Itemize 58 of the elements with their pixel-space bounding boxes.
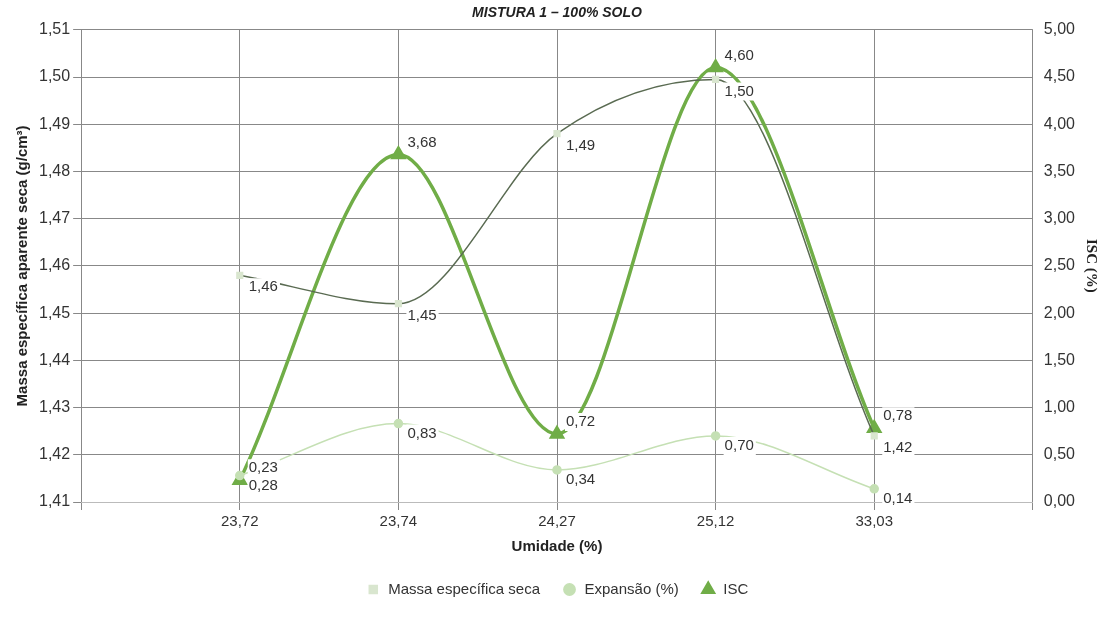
y2-tick-label: 1,50 <box>1043 350 1076 368</box>
y-tick-label: 1,46 <box>39 256 71 274</box>
y-tick-label: 1,45 <box>39 303 71 321</box>
point <box>552 465 562 475</box>
y-tick-label: 1,44 <box>39 350 71 368</box>
data-label: 0,78 <box>883 406 913 424</box>
y2-tick-label: 3,00 <box>1043 209 1076 227</box>
data-label: 0,72 <box>566 412 596 430</box>
legend-label: Expansão (%) <box>584 579 679 597</box>
y-tick-label: 1,43 <box>39 397 71 415</box>
data-label: 0,34 <box>566 470 596 488</box>
data-label: 1,46 <box>248 277 278 295</box>
y2-tick-label: 0,50 <box>1043 445 1076 463</box>
y-tick-label: 1,41 <box>39 492 71 510</box>
x-axis-title: Umidade (%) <box>511 537 603 555</box>
data-label: 0,14 <box>883 488 913 506</box>
data-label: 1,50 <box>724 81 754 99</box>
y-axis-title: Massa específica aparente seca (g/cm³) <box>13 125 31 407</box>
x-tick-label: 23,74 <box>379 512 418 530</box>
data-label: 0,70 <box>724 436 754 454</box>
y-tick-label: 1,47 <box>39 209 71 227</box>
y2-tick-label: 5,00 <box>1043 20 1076 38</box>
y2-tick-label: 4,50 <box>1043 67 1076 85</box>
y2-tick-label: 2,50 <box>1043 256 1076 274</box>
point <box>235 470 245 481</box>
data-label: 0,23 <box>248 458 278 476</box>
chart-title: MISTURA 1 – 100% SOLO <box>472 4 643 21</box>
y-tick-label: 1,42 <box>39 445 71 463</box>
y2-tick-label: 3,50 <box>1043 161 1076 179</box>
x-tick-label: 24,27 <box>538 512 576 530</box>
y2-tick-label: 2,00 <box>1043 303 1076 321</box>
y-tick-label: 1,51 <box>39 20 71 38</box>
x-tick-label: 33,03 <box>855 512 894 530</box>
y2-tick-label: 0,00 <box>1043 492 1076 510</box>
y2-tick-label: 4,00 <box>1043 114 1076 132</box>
point <box>391 146 406 160</box>
point <box>393 418 404 429</box>
data-label: 0,28 <box>248 475 278 493</box>
y2-tick-label: 1,00 <box>1043 397 1076 415</box>
data-label: 0,83 <box>407 423 437 441</box>
point <box>869 484 879 494</box>
data-label: 3,68 <box>407 132 437 150</box>
y-tick-label: 1,48 <box>39 161 71 179</box>
data-label: 1,45 <box>407 305 437 323</box>
y2-axis-title: ISC (%) <box>1083 239 1101 293</box>
point <box>710 431 721 441</box>
point <box>708 59 723 73</box>
point <box>550 426 564 439</box>
legend-label: ISC <box>723 579 749 597</box>
data-label: 4,60 <box>724 45 754 63</box>
point <box>867 420 882 434</box>
y-tick-label: 1,49 <box>39 114 71 132</box>
legend-label: Massa específica seca <box>388 579 541 597</box>
data-label: 1,49 <box>566 135 596 153</box>
data-label: 1,42 <box>883 438 913 456</box>
y-tick-label: 1,50 <box>39 67 71 85</box>
x-tick-label: 25,12 <box>696 512 735 530</box>
x-tick-label: 23,72 <box>220 512 259 530</box>
